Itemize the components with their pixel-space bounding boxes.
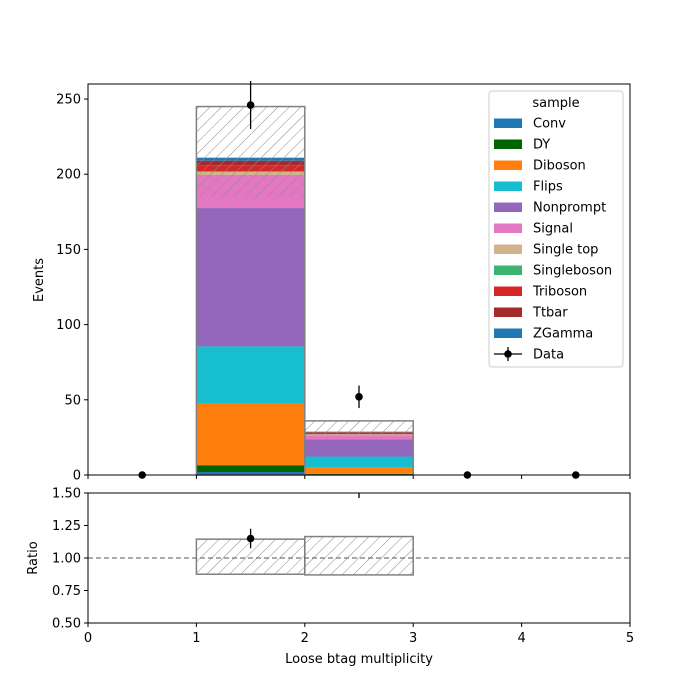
legend-data-marker [504, 350, 512, 358]
bar-conv-bin-1 [196, 471, 305, 475]
legend-label-diboson: Diboson [533, 159, 586, 174]
stacked-bars [196, 157, 414, 475]
legend-label-zgamma: ZGamma [533, 327, 593, 342]
main-y-tick-label: 200 [56, 168, 81, 183]
bar-nonprompt-bin-1 [196, 208, 305, 347]
legend-swatch-triboson [494, 286, 522, 296]
legend-label-flips: Flips [533, 180, 563, 195]
ratio-y-axis-ticks: 0.50 0.75 1.00 1.25 1.50 [52, 487, 88, 632]
legend-title: sample [532, 96, 579, 111]
x-tick-label: 4 [517, 631, 525, 646]
main-plot-frame [87, 83, 631, 476]
bar-flips-bin-2 [304, 456, 414, 468]
ratio-y-tick-label: 0.75 [52, 584, 81, 599]
legend-label-dy: DY [533, 138, 550, 153]
x-tick-label: 5 [626, 631, 634, 646]
legend-items: Conv DY Diboson Flips Nonprompt Signal Single … [494, 117, 612, 363]
main-x-axis-ticks [87, 475, 631, 479]
x-tick-label: 1 [192, 631, 200, 646]
ratio-x-axis-ticks: 0 1 2 3 4 5 [84, 623, 634, 646]
ratio-y-tick-label: 1.25 [52, 519, 81, 534]
bar-nonprompt-bin-2 [304, 439, 414, 457]
legend-label-nonprompt: Nonprompt [533, 201, 606, 216]
main-y-tick-label: 0 [73, 469, 81, 484]
bar-signal-bin-2 [304, 435, 414, 440]
uncertainty-band-bin-2 [304, 420, 414, 435]
legend-label-triboson: Triboson [532, 285, 587, 300]
legend-swatch-zgamma [494, 328, 522, 338]
bar-single-top-bin-2 [304, 434, 414, 436]
data-point-2 [355, 393, 363, 401]
legend-label-single-top: Single top [533, 243, 598, 258]
bar-diboson-bin-2 [304, 467, 414, 474]
legend-label-data: Data [533, 348, 564, 363]
legend-frame [488, 90, 624, 368]
ratio-panel: 0.50 0.75 1.00 1.25 1.50 0 1 2 3 4 5 Ratio Loose … [26, 487, 634, 668]
x-tick-label: 3 [409, 631, 417, 646]
main-y-tick-label: 250 [56, 93, 81, 108]
main-y-axis-label: Events [32, 258, 47, 302]
bar-diboson-bin-1 [196, 403, 305, 466]
x-axis-label: Loose btag multiplicity [285, 652, 433, 667]
legend-swatch-single-top [494, 244, 522, 254]
legend-swatch-signal [494, 223, 522, 233]
bar-flips-bin-1 [196, 346, 305, 404]
ratio-uncertainty-band [195, 535, 414, 576]
legend: sample Conv DY Diboson Flips Nonprompt Signal… [488, 90, 624, 368]
legend-label-singleboson: Singleboson [533, 264, 612, 279]
legend-label-signal: Signal [533, 222, 573, 237]
ratio-y-tick-label: 1.00 [52, 552, 81, 567]
legend-swatch-ttbar [494, 307, 522, 317]
legend-swatch-conv [494, 118, 522, 128]
legend-swatch-nonprompt [494, 202, 522, 212]
main-y-tick-label: 50 [64, 393, 81, 408]
legend-swatch-dy [494, 139, 522, 149]
ratio-y-tick-label: 0.50 [52, 617, 81, 632]
data-points [138, 80, 580, 479]
ratio-points [246, 493, 360, 549]
main-y-tick-label: 100 [56, 318, 81, 333]
ratio-y-tick-label: 1.50 [52, 487, 81, 502]
legend-swatch-flips [494, 181, 522, 191]
legend-label-ttbar: Ttbar [532, 306, 568, 321]
main-y-tick-label: 150 [56, 243, 81, 258]
main-y-axis-ticks: 0 50 100 150 200 250 [56, 93, 88, 484]
legend-swatch-singleboson [494, 265, 522, 275]
ratio-band-bin-2 [304, 535, 414, 576]
ratio-point-0 [246, 534, 255, 543]
bar-dy-bin-2 [304, 473, 414, 475]
legend-swatch-diboson [494, 160, 522, 170]
legend-label-conv: Conv [533, 117, 566, 132]
data-point-1 [246, 101, 255, 109]
bar-dy-bin-1 [196, 465, 305, 472]
ratio-y-axis-label: Ratio [26, 541, 41, 574]
x-tick-label: 2 [301, 631, 309, 646]
x-tick-label: 0 [84, 631, 92, 646]
